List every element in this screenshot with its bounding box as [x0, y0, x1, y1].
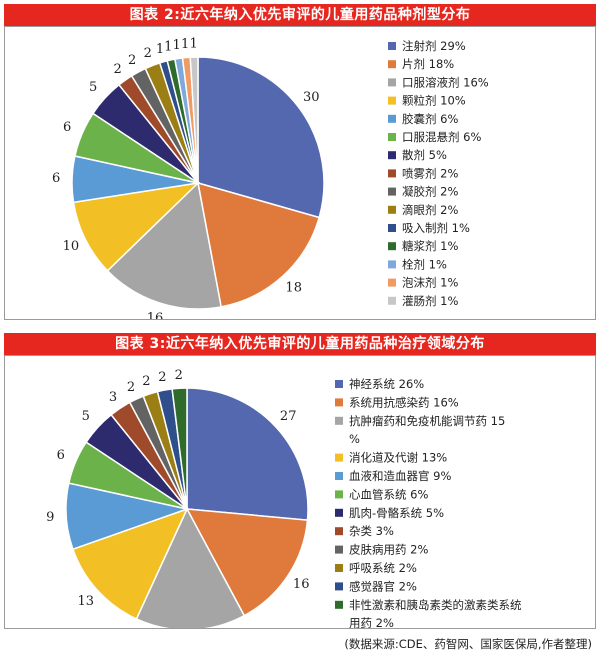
chart-2-legend-swatch-3 — [335, 416, 343, 425]
chart-1-legend-label-14: 泡沫剂 1% — [402, 276, 458, 290]
chart-2-legend-swatch-8 — [335, 527, 343, 536]
chart-2-slice-12 — [171, 387, 188, 510]
chart-1-slice-label-4: 10 — [63, 239, 80, 254]
chart-1-legend-swatch-14 — [388, 278, 396, 287]
chart-1-legend-label-5: 胶囊剂 6% — [402, 112, 458, 126]
chart-1-legend-swatch-10 — [388, 205, 396, 214]
chart-1-legend-label-11: 吸入制剂 1% — [402, 221, 470, 235]
chart-2-slice-4 — [71, 507, 189, 620]
chart-2-legend-label-12-cont: 用药 2% — [349, 616, 394, 628]
chart-1-frame: 30 18 16 10 6 6 5 2 2 2 1 1 1 1 1 注射剂 29% 片剂 18% 口服溶液剂 16… — [4, 26, 596, 320]
chart-2-slice-label-5: 9 — [46, 510, 54, 525]
chart-2-legend-label-7: 肌肉-骨骼系统 5% — [349, 506, 444, 520]
chart-1-legend-label-4: 颗粒剂 10% — [402, 94, 466, 108]
chart-1-slice-label-5: 6 — [52, 171, 60, 186]
chart-1-slice-4 — [72, 181, 201, 272]
chart-2-legend-label-3-cont: % — [349, 432, 360, 446]
chart-2-slice-3 — [135, 507, 246, 628]
chart-2-legend-swatch-10 — [335, 564, 343, 572]
chart-1-slice-15 — [189, 56, 199, 184]
chart-1-legend-swatch-4 — [388, 96, 396, 105]
chart-1-slice-1 — [197, 56, 325, 219]
chart-1-slice-3 — [106, 181, 223, 310]
chart-1-slice-label-7: 5 — [89, 80, 97, 95]
chart-1-legend-label-15: 灌肠剂 1% — [402, 294, 458, 308]
chart-1-legend-swatch-11 — [388, 224, 396, 232]
chart-1-legend-swatch-7 — [388, 151, 396, 160]
chart-1-legend-label-8: 喷雾剂 2% — [402, 166, 458, 180]
chart-2-legend-label-8: 杂类 3% — [349, 524, 394, 538]
chart-1-slice-label-3: 16 — [147, 311, 164, 319]
chart-1-legend-label-9: 凝胶剂 2% — [402, 185, 458, 199]
source-note: (数据来源:CDE、药智网、国家医保局,作者整理) — [344, 637, 592, 651]
chart-2-legend-label-6: 心血管系统 6% — [349, 487, 428, 501]
chart-2-legend-swatch-2 — [335, 398, 343, 407]
chart-1-slice-label-12: 1 — [164, 40, 172, 55]
chart-2-legend-swatch-1 — [335, 380, 343, 388]
chart-1-slice-label-10: 2 — [144, 46, 152, 61]
chart-1-legend-label-3: 口服溶液剂 16% — [402, 75, 489, 89]
chart-2-legend-swatch-5 — [335, 472, 343, 480]
chart-2-slice-label-7: 5 — [82, 409, 90, 424]
chart-1-legend-label-12: 糖浆剂 1% — [402, 239, 458, 253]
chart-2-legend-label-3: 抗肿瘤药和免疫机能调节药 15 — [349, 414, 505, 428]
chart-1-slice-label-1: 30 — [303, 90, 320, 105]
chart-2-legend-label-1: 神经系统 26% — [349, 377, 424, 391]
chart-1-legend-label-13: 栓剂 1% — [402, 257, 447, 271]
chart-1-slice-2 — [197, 181, 321, 308]
chart-2-slice-label-12: 2 — [175, 368, 183, 383]
chart-2-legend-swatch-9 — [335, 545, 343, 554]
chart-2-title: 图表 3:近六年纳入优先审评的儿童用药品种治疗领域分布 — [4, 333, 596, 355]
chart-2-legend-swatch-4 — [335, 453, 343, 462]
chart-2-slice-1 — [186, 387, 309, 521]
chart-2-slice-label-2: 16 — [293, 577, 310, 592]
chart-2-slice-label-1: 27 — [280, 409, 297, 424]
chart-1-slice-label-11: 1 — [156, 42, 164, 57]
chart-1-legend-label-6: 口服混悬剂 6% — [402, 130, 481, 144]
chart-1-legend-label-1: 注射剂 29% — [402, 39, 466, 53]
chart-1-legend-swatch-5 — [388, 114, 396, 123]
chart-2-legend-swatch-12 — [335, 600, 343, 609]
chart-1-slice-label-13: 1 — [173, 38, 181, 53]
chart-1-title: 图表 2:近六年纳入优先审评的儿童用药品种剂型分布 — [4, 4, 596, 26]
chart-2-slice-2 — [185, 508, 309, 617]
chart-2-legend-label-9: 皮肤病用药 2% — [349, 543, 428, 557]
chart-1-legend-swatch-9 — [388, 187, 396, 196]
chart-2-legend-label-2: 系统用抗感染药 16% — [349, 395, 459, 409]
chart-1-slice-label-6: 6 — [63, 120, 71, 135]
chart-1-slice-label-8: 2 — [114, 62, 122, 77]
chart-1-legend-swatch-2 — [388, 60, 396, 69]
chart-1-legend-swatch-3 — [388, 78, 396, 87]
chart-2-legend-swatch-11 — [335, 582, 343, 591]
chart-2-legend-label-11: 感觉器官 2% — [349, 579, 417, 593]
chart-2-slice-label-9: 2 — [127, 380, 135, 395]
chart-2-slice-label-11: 2 — [158, 370, 166, 385]
chart-2-legend-swatch-7 — [335, 508, 343, 517]
chart-1-legend-swatch-1 — [388, 42, 396, 50]
chart-2-slice-label-6: 6 — [57, 448, 65, 463]
chart-2-slice-label-4: 13 — [78, 594, 95, 609]
chart-1-legend-label-10: 滴眼剂 2% — [402, 203, 458, 217]
chart-2-svg: 2716151396532222神经系统 26%系统用抗感染药 16%抗肿瘤药和… — [46, 368, 522, 628]
chart-1-legend-swatch-12 — [388, 242, 396, 251]
chart-1-legend-swatch-8 — [388, 169, 396, 178]
chart-2-legend-label-12: 非性激素和胰岛素类的激素类系统 — [349, 598, 522, 612]
chart-1-slice-label-2: 18 — [285, 280, 302, 295]
chart-1-slice-label-15: 1 — [190, 37, 198, 52]
chart-2-slice-label-8: 3 — [109, 390, 117, 405]
chart-2-legend-label-4: 消化道及代谢 13% — [349, 451, 447, 465]
chart-2-frame: 2716151396532222神经系统 26%系统用抗感染药 16%抗肿瘤药和… — [4, 355, 596, 629]
chart-1-legend-label-7: 散剂 5% — [402, 148, 447, 162]
chart-1-slice-label-9: 2 — [128, 53, 136, 68]
chart-1-legend-swatch-6 — [388, 133, 396, 141]
chart-2-legend-swatch-6 — [335, 490, 343, 499]
chart-2-legend-label-10: 呼吸系统 2% — [349, 561, 417, 575]
chart-1-slice-label-14: 1 — [181, 37, 189, 52]
chart-2-legend-label-5: 血液和造血器官 9% — [349, 469, 451, 483]
chart-1-legend-label-2: 片剂 18% — [402, 57, 454, 71]
chart-2-slice-label-10: 2 — [142, 374, 150, 389]
chart-1-legend-swatch-15 — [388, 296, 396, 305]
chart-1-legend-swatch-13 — [388, 260, 396, 269]
